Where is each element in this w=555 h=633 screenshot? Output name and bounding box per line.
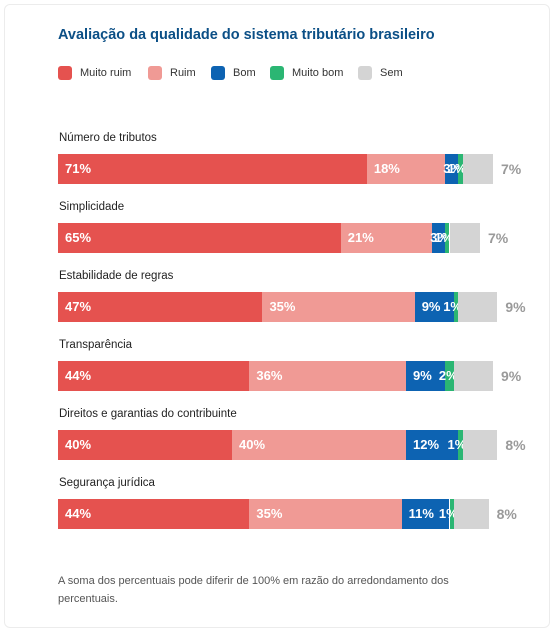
bar-transparencia: 44% 36% 9% 2% 9% <box>58 361 528 391</box>
data-label-muito-bom: 1% <box>447 161 467 176</box>
legend-item-bom: Bom <box>211 66 256 80</box>
data-label-ruim: 35% <box>256 506 283 521</box>
data-label-muito-bom: 2% <box>438 368 458 383</box>
data-label-bom: 3% <box>430 230 449 245</box>
category-label: Direitos e garantias do contribuinte <box>59 408 237 420</box>
bar-estabilidade-de-regras: 47% 35% 9% 1% 9% <box>58 292 528 322</box>
bar-segment-sem <box>449 223 480 253</box>
category-label: Número de tributos <box>59 132 157 144</box>
bar-segment-muito-ruim <box>58 430 232 460</box>
data-label-muito-ruim: 65% <box>65 230 92 245</box>
bar-segment-sem <box>453 499 489 529</box>
data-label-bom: 9% <box>421 299 441 314</box>
legend-label: Sem <box>380 67 403 79</box>
bar-segment-bom <box>432 223 446 253</box>
data-label-ruim: 21% <box>347 230 374 245</box>
data-label-ruim: 18% <box>373 161 400 176</box>
legend-item-muito-bom: Muito bom <box>270 66 343 80</box>
legend-item-muito-ruim: Muito ruim <box>58 66 131 80</box>
legend-swatch <box>270 66 284 80</box>
bar-segment-bom <box>406 361 446 391</box>
bar-segment-sem <box>462 154 493 184</box>
bar-simplicidade: 65% 21% 3% 1% 7% <box>58 223 528 253</box>
data-label-bom: 9% <box>413 368 432 383</box>
data-label-ruim: 36% <box>256 368 283 383</box>
data-label-muito-bom: 1% <box>438 506 458 521</box>
bar-numero-de-tributos: 71% 18% 3% 1% 7% <box>58 154 528 184</box>
bar-segment-muito-bom <box>449 499 454 529</box>
category-label: Simplicidade <box>59 201 125 213</box>
bar-segment-muito-bom <box>458 154 463 184</box>
bar-segment-muito-ruim <box>58 223 341 253</box>
bar-segment-ruim <box>249 361 406 391</box>
data-label-muito-bom: 1% <box>443 299 462 314</box>
data-label-muito-ruim: 47% <box>65 299 92 314</box>
category-label: Segurança jurídica <box>59 477 155 489</box>
data-label-muito-bom: 1% <box>447 437 467 452</box>
data-label-bom: 3% <box>443 161 462 176</box>
bar-segment-bom <box>445 154 459 184</box>
bar-segment-ruim <box>232 430 406 460</box>
legend-swatch <box>358 66 372 80</box>
legend-label: Bom <box>233 67 256 79</box>
data-label-ruim: 35% <box>269 299 296 314</box>
bar-segment-ruim <box>366 154 446 184</box>
legend-label: Muito bom <box>292 67 344 79</box>
data-label-sem: 8% <box>496 506 517 522</box>
bar-segment-muito-ruim <box>58 361 250 391</box>
bar-segment-bom <box>414 292 454 322</box>
legend-item-ruim: Ruim <box>148 66 196 80</box>
bar-direitos-e-garantias-do-contribuinte: 40% 40% 12% 1% 8% <box>58 430 528 460</box>
bar-segment-ruim <box>340 223 433 253</box>
bar-segment-muito-bom <box>453 292 459 322</box>
bar-segment-ruim <box>249 499 402 529</box>
data-label-bom: 12% <box>413 437 440 452</box>
data-label-sem: 9% <box>501 368 522 384</box>
data-label-sem: 9% <box>505 299 526 315</box>
data-label-sem: 8% <box>505 437 526 453</box>
legend-swatch <box>58 66 72 80</box>
bar-segment-sem <box>453 361 493 391</box>
data-label-muito-ruim: 44% <box>65 506 92 521</box>
legend-label: Muito ruim <box>80 67 132 79</box>
data-label-sem: 7% <box>487 230 509 246</box>
bar-segment-muito-bom <box>445 223 450 253</box>
bar-segment-sem <box>462 430 498 460</box>
legend-label: Ruim <box>170 67 196 79</box>
chart-title: Avaliação da qualidade do sistema tribut… <box>58 27 435 43</box>
bar-segment-bom <box>406 430 459 460</box>
data-label-muito-ruim: 44% <box>65 368 92 383</box>
data-label-muito-ruim: 71% <box>65 161 92 176</box>
bar-segment-muito-bom <box>445 361 454 391</box>
footnote: A soma dos percentuais pode diferir de 1… <box>58 575 449 605</box>
bar-segment-bom <box>401 499 450 529</box>
legend-swatch <box>148 66 162 80</box>
bar-seguranca-juridica: 44% 35% 11% 1% 8% <box>58 499 528 529</box>
bar-segment-muito-ruim <box>58 292 263 322</box>
bar-segment-muito-ruim <box>58 154 367 184</box>
data-label-sem: 7% <box>501 161 522 177</box>
bar-segment-ruim <box>262 292 415 322</box>
legend-item-sem: Sem <box>358 66 403 80</box>
data-label-muito-ruim: 40% <box>65 437 92 452</box>
legend-swatch <box>211 66 225 80</box>
bar-segment-muito-ruim <box>58 499 250 529</box>
data-label-ruim: 40% <box>239 437 266 452</box>
data-label-bom: 11% <box>408 506 434 521</box>
data-label-muito-bom: 1% <box>434 230 454 245</box>
category-label: Transparência <box>59 339 133 351</box>
bar-segment-sem <box>458 292 498 322</box>
category-label: Estabilidade de regras <box>59 270 174 282</box>
bar-segment-muito-bom <box>458 430 463 460</box>
